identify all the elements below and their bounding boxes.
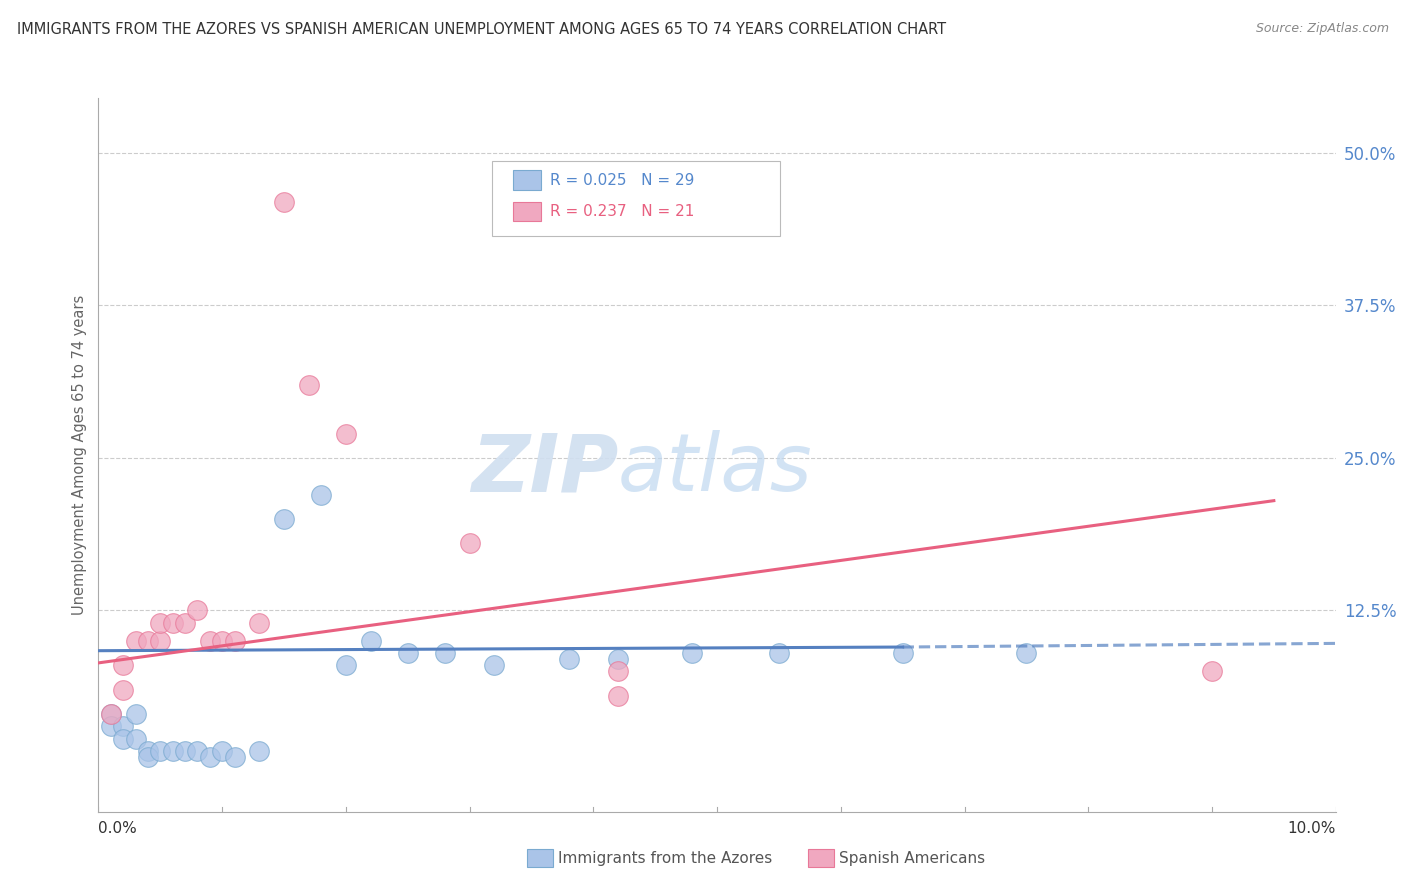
Point [360, 634, 382, 648]
Point [149, 744, 172, 758]
Point [100, 707, 122, 722]
Point [273, 194, 295, 209]
Text: atlas: atlas [619, 430, 813, 508]
Point [1015, 646, 1038, 660]
Point [198, 634, 221, 648]
Point [198, 749, 221, 764]
Text: R = 0.237   N = 21: R = 0.237 N = 21 [550, 204, 695, 219]
Text: Immigrants from the Azores: Immigrants from the Azores [558, 851, 772, 865]
Point [149, 615, 172, 630]
Point [136, 749, 159, 764]
Point [100, 707, 122, 722]
Text: IMMIGRANTS FROM THE AZORES VS SPANISH AMERICAN UNEMPLOYMENT AMONG AGES 65 TO 74 : IMMIGRANTS FROM THE AZORES VS SPANISH AM… [17, 22, 946, 37]
Point [607, 652, 630, 666]
Text: 0.0%: 0.0% [98, 822, 138, 837]
Point [124, 731, 146, 746]
Point [211, 634, 233, 648]
Point [224, 749, 246, 764]
Text: R = 0.025   N = 29: R = 0.025 N = 29 [550, 173, 695, 187]
Point [112, 658, 135, 673]
Point [186, 603, 208, 617]
Point [162, 615, 184, 630]
Text: Source: ZipAtlas.com: Source: ZipAtlas.com [1256, 22, 1389, 36]
Point [174, 615, 197, 630]
Point [768, 646, 790, 660]
Point [224, 634, 246, 648]
Text: ZIP: ZIP [471, 430, 619, 508]
Point [273, 512, 295, 526]
Point [100, 719, 122, 733]
Point [1201, 665, 1223, 679]
Point [174, 744, 197, 758]
Point [112, 731, 135, 746]
Point [247, 744, 270, 758]
Point [247, 615, 270, 630]
Point [124, 634, 146, 648]
Point [136, 634, 159, 648]
Point [124, 707, 146, 722]
Text: Spanish Americans: Spanish Americans [839, 851, 986, 865]
Point [309, 487, 332, 501]
Point [112, 719, 135, 733]
Point [162, 744, 184, 758]
Point [681, 646, 703, 660]
Point [484, 658, 506, 673]
Point [433, 646, 456, 660]
Point [211, 744, 233, 758]
Point [112, 682, 135, 697]
Y-axis label: Unemployment Among Ages 65 to 74 years: Unemployment Among Ages 65 to 74 years [72, 294, 87, 615]
Point [186, 744, 208, 758]
Point [149, 634, 172, 648]
Point [458, 536, 481, 550]
Point [607, 689, 630, 703]
Point [298, 377, 321, 392]
Point [557, 652, 579, 666]
Point [136, 744, 159, 758]
Point [396, 646, 419, 660]
Point [891, 646, 914, 660]
Point [335, 426, 357, 441]
Text: 10.0%: 10.0% [1288, 822, 1336, 837]
Point [335, 658, 357, 673]
Point [607, 665, 630, 679]
